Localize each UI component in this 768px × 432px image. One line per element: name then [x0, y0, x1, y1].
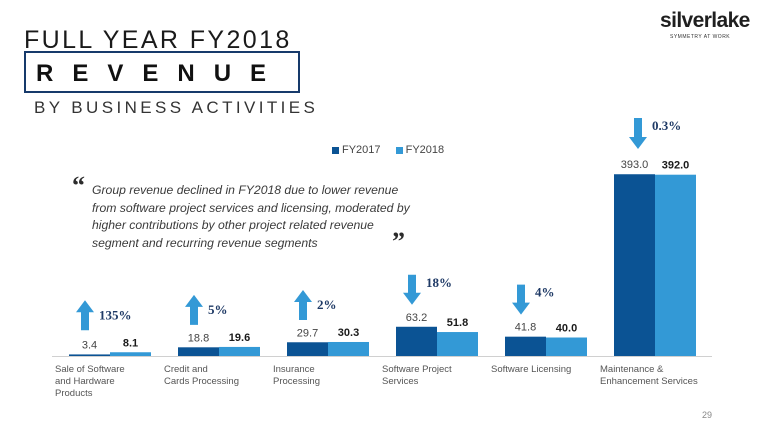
change-pct-cat-6: 0.3%	[652, 118, 681, 133]
legend-item-fy2017: FY2017	[332, 144, 381, 156]
bar-fy2018-cat-4	[437, 332, 478, 356]
bar-fy2018-cat-6	[655, 174, 696, 356]
x-tick-label-line: and Hardware	[55, 376, 115, 387]
arrow-down-icon	[512, 284, 530, 315]
x-tick-label: Software Project Services	[382, 364, 482, 388]
data-label-fy2018-cat-2: 19.6	[229, 332, 250, 344]
data-label-fy2017-cat-5: 41.8	[515, 322, 536, 334]
x-tick-label-line: Sale of Software	[55, 364, 125, 375]
arrow-down-icon	[629, 118, 647, 149]
x-tick-label-line: Services	[382, 376, 419, 387]
data-label-fy2017-cat-1: 3.4	[82, 339, 97, 351]
x-tick-label: Credit and Cards Processing	[164, 364, 264, 388]
x-tick-label-line: Enhancement Services	[600, 376, 698, 387]
data-label-fy2018-cat-3: 30.3	[338, 327, 359, 339]
title-line-2: REVENUE	[36, 60, 286, 87]
chart-legend: FY2017 FY2018	[332, 144, 456, 156]
bar-fy2017-cat-6	[614, 174, 655, 356]
revenue-title-box	[24, 51, 300, 93]
x-tick-label-line: Credit and	[164, 364, 208, 375]
x-tick-label-line: Software Licensing	[491, 364, 572, 375]
legend-label-fy2018: FY2018	[405, 144, 445, 156]
data-label-fy2018-cat-5: 40.0	[556, 323, 577, 335]
data-label-fy2017-cat-2: 18.8	[188, 332, 209, 344]
data-label-fy2018-cat-4: 51.8	[447, 317, 468, 329]
bar-fy2018-cat-3	[328, 341, 369, 356]
change-pct-cat-4: 18%	[426, 275, 452, 290]
change-pct-cat-1: 135%	[99, 307, 132, 322]
arrow-up-icon	[185, 294, 203, 325]
change-pct-cat-2: 5%	[208, 302, 228, 317]
data-label-fy2017-cat-3: 29.7	[297, 327, 318, 339]
bar-fy2018-cat-5	[546, 337, 587, 356]
logo-name: silverlake	[660, 9, 750, 32]
x-tick-label: Sale of Software and Hardware Products	[55, 364, 155, 400]
title-line-3: BY BUSINESS ACTIVITIES	[34, 98, 319, 117]
close-quote-mark: ”	[392, 227, 405, 256]
title-line-1: FULL YEAR FY2018	[24, 26, 292, 54]
legend-item-fy2018: FY2018	[395, 144, 445, 156]
arrow-down-icon	[403, 274, 421, 305]
bar-fy2017-cat-4	[396, 326, 437, 356]
data-label-fy2017-cat-6: 393.0	[621, 159, 649, 171]
bar-fy2018-cat-1	[110, 352, 151, 356]
legend-label-fy2017: FY2017	[342, 144, 381, 156]
arrow-up-icon	[294, 289, 312, 320]
data-label-fy2017-cat-4: 63.2	[406, 312, 427, 324]
silverlake-logo: silverlake SYMMETRY AT WORK	[660, 10, 756, 40]
bar-fy2017-cat-1	[69, 354, 110, 356]
page-number: 29	[702, 410, 713, 420]
arrow-up-icon	[76, 300, 94, 331]
data-label-fy2018-cat-1: 8.1	[123, 337, 138, 349]
x-tick-label-line: Maintenance &	[600, 364, 664, 375]
x-tick-label-line: Processing	[273, 376, 320, 387]
change-pct-cat-5: 4%	[535, 285, 555, 300]
logo-tagline: SYMMETRY AT WORK	[670, 34, 731, 40]
bar-fy2017-cat-2	[178, 347, 219, 356]
bar-fy2018-cat-2	[219, 346, 260, 356]
legend-swatch-fy2017	[332, 146, 339, 154]
open-quote-mark: “	[72, 171, 85, 200]
x-tick-label: Software Licensing	[491, 364, 591, 376]
x-tick-label-line: Cards Processing	[164, 376, 239, 387]
legend-swatch-fy2018	[395, 146, 403, 154]
x-tick-label-line: Insurance	[273, 364, 315, 375]
x-tick-label-line: Products	[55, 388, 93, 399]
bar-fy2017-cat-3	[287, 342, 328, 356]
x-tick-label: Insurance Processing	[273, 364, 373, 388]
x-tick-label-line: Software Project	[382, 364, 452, 375]
x-tick-label: Maintenance & Enhancement Services	[600, 364, 700, 388]
bar-fy2017-cat-5	[505, 336, 546, 356]
data-label-fy2018-cat-6: 392.0	[662, 160, 690, 172]
change-pct-cat-3: 2%	[317, 297, 337, 312]
commentary-text: Group revenue declined in FY2018 due to …	[92, 183, 410, 250]
